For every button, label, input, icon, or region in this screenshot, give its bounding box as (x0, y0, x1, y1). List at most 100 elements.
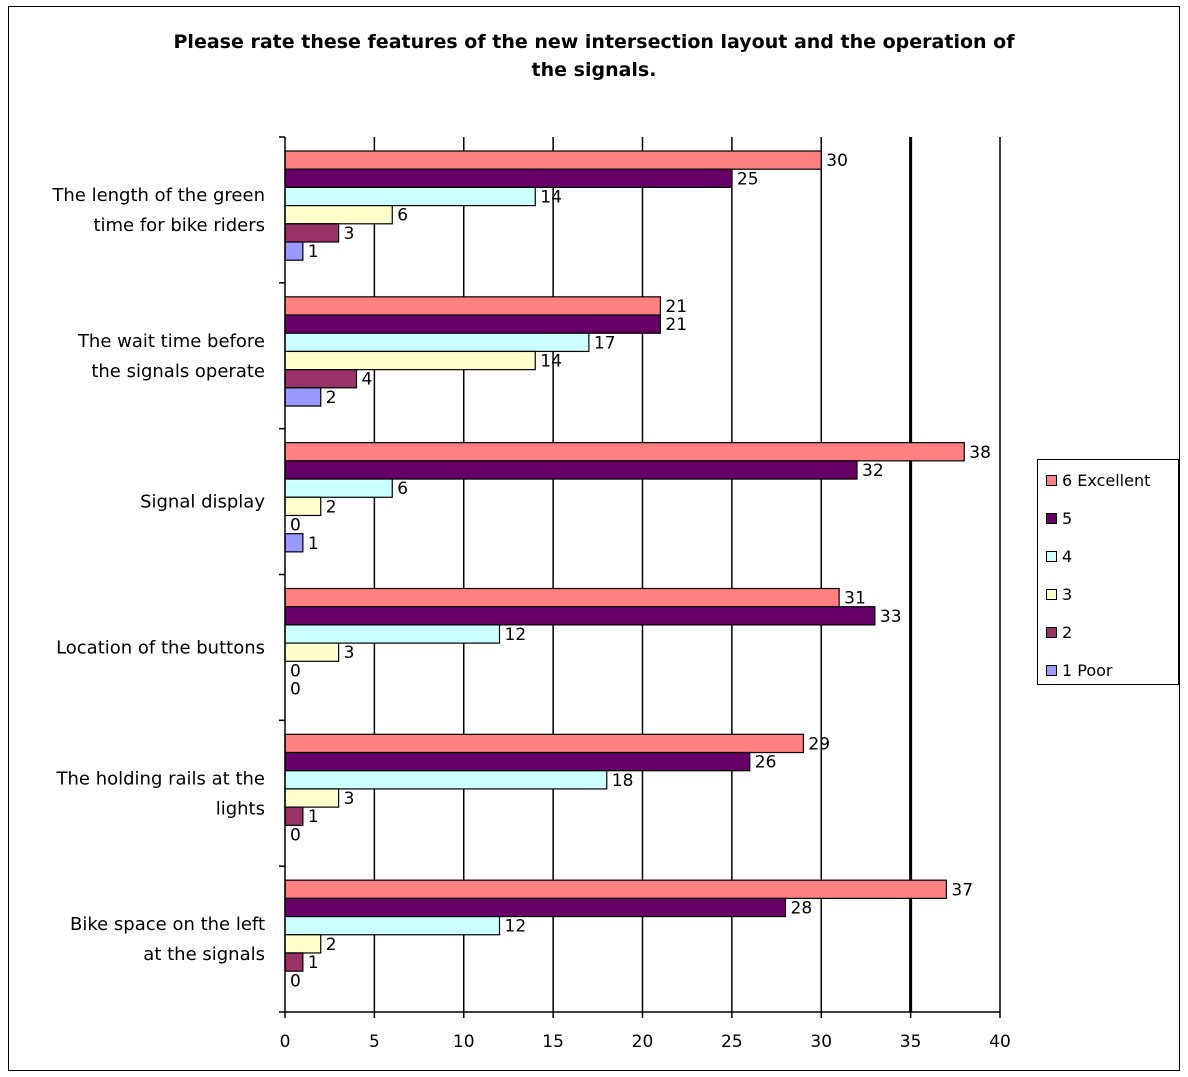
value-label-5-3: 2 (326, 935, 337, 955)
value-label-5-2: 12 (505, 917, 527, 937)
value-label-1-3: 14 (540, 352, 562, 372)
category-label-3-0: Location of the buttons (56, 637, 265, 658)
category-label-4-0: The holding rails at the (56, 768, 266, 789)
x-tick-label-20: 20 (632, 1032, 654, 1052)
value-label-5-5: 0 (290, 971, 301, 991)
value-label-3-5: 0 (290, 680, 301, 700)
chart-title-line-2: the signals. (531, 59, 657, 81)
value-label-1-5: 2 (326, 388, 337, 408)
x-tick-label-15: 15 (542, 1032, 564, 1052)
value-label-3-0: 31 (844, 589, 866, 609)
value-label-0-4: 3 (344, 224, 355, 244)
legend-label-3: 3 (1062, 584, 1073, 604)
x-tick-label-5: 5 (369, 1032, 380, 1052)
value-label-2-3: 2 (326, 497, 337, 517)
value-label-4-2: 18 (612, 771, 634, 791)
legend-label-2: 4 (1062, 546, 1073, 566)
bar-1-0 (284, 296, 661, 316)
bar-0-0 (284, 150, 822, 170)
value-label-5-1: 28 (791, 898, 813, 918)
bar-1-1 (284, 314, 661, 334)
x-tick-label-25: 25 (721, 1032, 743, 1052)
bar-4-1 (284, 751, 751, 772)
category-label-1-0: The wait time before (77, 331, 265, 352)
value-label-4-3: 3 (344, 789, 355, 809)
x-tick-label-10: 10 (453, 1032, 475, 1052)
value-label-3-4: 0 (290, 661, 301, 681)
legend-item-2: 4 (1046, 546, 1072, 566)
legend-item-5: 1 Poor (1046, 660, 1113, 680)
category-label-2-0: Signal display (140, 492, 265, 513)
category-label-0-0: The length of the green (51, 185, 265, 206)
x-tick-label-0: 0 (280, 1032, 291, 1052)
category-label-5-0: Bike space on the left (70, 914, 265, 935)
value-label-3-2: 12 (505, 625, 527, 645)
bar-4-2 (284, 770, 608, 790)
bar-4-4 (284, 806, 304, 826)
bar-3-2 (284, 624, 501, 644)
legend-label-0: 6 Excellent (1062, 470, 1151, 490)
bar-5-1 (284, 897, 787, 918)
bar-2-0 (284, 442, 965, 462)
value-label-2-5: 1 (308, 534, 319, 554)
value-label-0-0: 30 (826, 151, 848, 171)
value-label-1-4: 4 (362, 370, 373, 390)
bar-2-5 (284, 533, 304, 553)
category-label-1-1: the signals operate (91, 361, 265, 382)
bar-1-4 (284, 369, 358, 389)
category-label-0-1: time for bike riders (93, 215, 265, 236)
value-label-2-0: 38 (969, 443, 991, 463)
value-label-3-1: 33 (880, 607, 902, 627)
legend-label-4: 2 (1062, 622, 1073, 642)
chart-title-line-1: Please rate these features of the new in… (173, 31, 1015, 53)
chart-title: Please rate these features of the new in… (0, 28, 1188, 84)
legend-item-3: 3 (1046, 584, 1072, 604)
legend-swatch-3 (1046, 588, 1057, 600)
value-label-1-1: 21 (665, 315, 687, 335)
bar-1-2 (284, 332, 590, 353)
bar-0-4 (284, 223, 340, 243)
category-label-4-1: lights (216, 798, 265, 819)
bar-0-5 (284, 241, 304, 261)
bar-1-3 (284, 350, 536, 371)
value-label-3-3: 3 (344, 643, 355, 663)
legend-item-4: 2 (1046, 622, 1072, 642)
value-label-1-0: 21 (665, 297, 687, 317)
x-tick-label-35: 35 (900, 1032, 922, 1052)
value-label-1-2: 17 (594, 333, 616, 353)
bar-0-1 (284, 168, 733, 188)
value-label-0-2: 14 (540, 188, 562, 208)
value-label-4-5: 0 (290, 825, 301, 845)
bar-3-0 (284, 587, 840, 608)
legend-label-5: 1 Poor (1062, 660, 1113, 680)
bar-4-0 (284, 733, 804, 754)
x-tick-label-30: 30 (810, 1032, 832, 1052)
legend-item-1: 5 (1046, 508, 1072, 528)
value-label-0-5: 1 (308, 242, 319, 262)
value-label-2-1: 32 (862, 461, 884, 481)
legend-item-0: 6 Excellent (1046, 470, 1150, 490)
bar-5-0 (284, 879, 947, 899)
bar-0-2 (284, 186, 536, 207)
bar-2-1 (284, 460, 858, 480)
legend-swatch-2 (1046, 550, 1057, 562)
chart-legend: 6 Excellent 5 4 3 2 1 Poor (1037, 459, 1179, 685)
value-label-0-1: 25 (737, 169, 759, 189)
bar-2-3 (284, 496, 322, 517)
value-label-2-4: 0 (290, 516, 301, 536)
legend-label-1: 5 (1062, 508, 1073, 528)
bar-4-3 (284, 788, 340, 808)
value-label-0-3: 6 (397, 206, 408, 226)
legend-swatch-0 (1046, 474, 1057, 486)
legend-swatch-1 (1046, 512, 1057, 524)
bar-3-1 (284, 606, 876, 626)
x-tick-label-40: 40 (989, 1032, 1011, 1052)
value-label-4-0: 29 (808, 734, 830, 754)
value-label-5-0: 37 (951, 880, 973, 900)
value-label-5-4: 1 (308, 953, 319, 973)
bar-5-3 (284, 934, 322, 954)
bar-5-4 (284, 952, 304, 972)
bar-3-3 (284, 642, 340, 662)
bar-0-3 (284, 205, 393, 225)
